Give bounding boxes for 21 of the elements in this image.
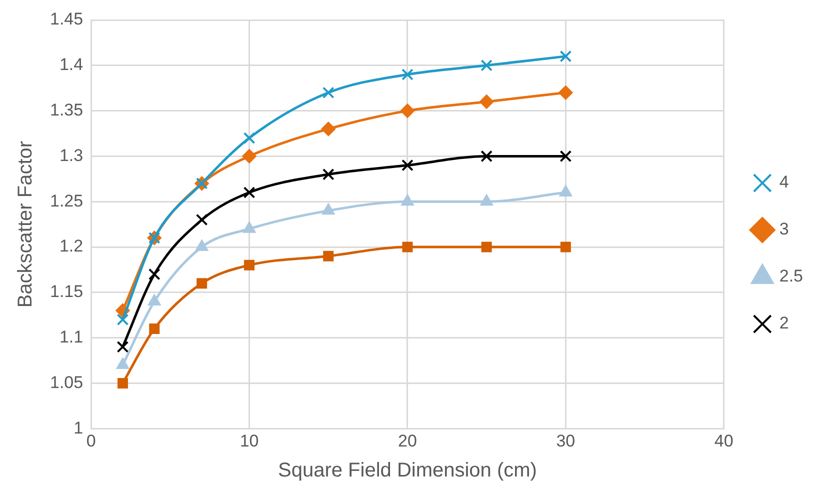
y-tick-label: 1.35 — [50, 100, 84, 120]
y-tick-label: 1.3 — [59, 146, 84, 165]
legend-label: 3 — [779, 220, 789, 239]
x-tick-label: 30 — [556, 431, 576, 450]
x-tick-label: 0 — [86, 431, 96, 450]
legend-label: 2 — [779, 314, 789, 333]
y-tick-label: 1.2 — [59, 236, 84, 256]
legend-label: 4 — [779, 172, 789, 192]
y-tick-label: 1.4 — [59, 55, 84, 74]
x-tick-label: 10 — [240, 431, 259, 450]
y-axis-title: Backscatter Factor — [14, 140, 37, 308]
legend-label: 2.5 — [779, 266, 804, 286]
x-tick-label: 20 — [398, 431, 417, 450]
y-tick-label: 1.25 — [50, 191, 84, 210]
y-tick-label: 1 — [74, 418, 84, 438]
y-tick-label: 1.15 — [50, 282, 84, 302]
x-tick-label: 40 — [714, 431, 734, 450]
y-tick-label: 1.05 — [50, 372, 84, 392]
x-axis-title: Square Field Dimension (cm) — [278, 460, 537, 482]
y-tick-label: 1.45 — [50, 10, 84, 29]
y-tick-label: 1.1 — [59, 327, 84, 346]
